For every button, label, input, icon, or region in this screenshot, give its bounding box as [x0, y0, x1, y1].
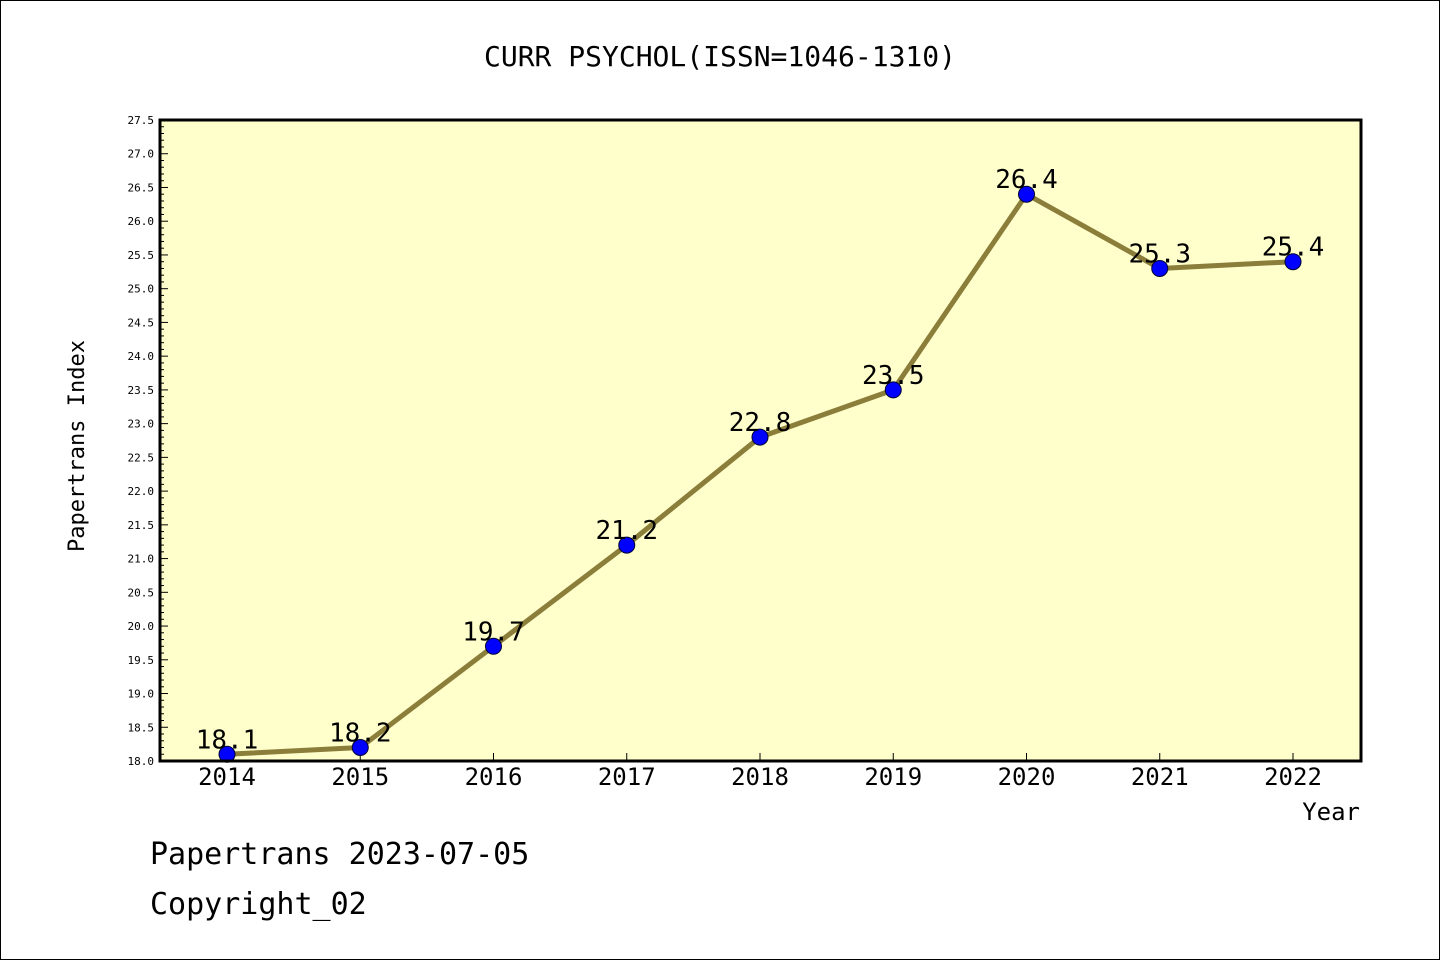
y-tick-label: 25.0 [128, 283, 155, 296]
y-tick-label: 22.0 [128, 485, 155, 498]
y-axis-label: Papertrans Index [65, 340, 90, 552]
x-tick-label: 2022 [1264, 763, 1322, 791]
data-point [618, 536, 636, 554]
plot-border [158, 118, 1363, 763]
y-tick-label: 23.5 [128, 384, 155, 397]
data-point [485, 637, 502, 655]
y-tick-label: 18.5 [128, 721, 155, 734]
data-labels: 18.1 18.2 19.7 21.2 22.8 23.5 26.4 25.3 25.4 [196, 165, 1325, 755]
x-tick-label: 2018 [731, 763, 789, 791]
y-tick-label: 24.5 [128, 316, 155, 329]
y-tick-label: 19.5 [128, 654, 155, 667]
y-tick-label: 23.0 [128, 418, 155, 431]
series-points [218, 185, 1302, 763]
data-label: 18.1 [196, 725, 259, 755]
data-point [1284, 253, 1302, 271]
footer-copyright: Copyright_02 [150, 887, 367, 922]
data-label: 23.5 [862, 361, 925, 391]
x-tick-label: 2020 [998, 763, 1056, 791]
data-point [351, 739, 369, 757]
chart-title: CURR PSYCHOL(ISSN=1046-1310) [484, 40, 956, 73]
data-label: 25.3 [1128, 239, 1191, 269]
x-tick-label: 2021 [1131, 763, 1189, 791]
data-point [1018, 185, 1035, 203]
footer-date: Papertrans 2023-07-05 [150, 837, 529, 872]
y-tick-label: 27.0 [128, 148, 155, 161]
data-label: 22.8 [729, 408, 792, 438]
y-tick-label: 27.5 [128, 114, 155, 127]
data-label: 18.2 [329, 719, 392, 749]
data-point [751, 428, 769, 446]
data-label: 21.2 [595, 516, 658, 546]
data-label: 19.7 [462, 617, 525, 647]
y-tick-label: 22.5 [128, 451, 155, 464]
y-tick-label: 25.5 [128, 249, 155, 262]
data-label: 26.4 [995, 165, 1058, 195]
x-tick-label: 2015 [331, 763, 389, 791]
x-axis-ticks: 2014 2015 2016 2017 2018 2019 2020 2021 2022 [198, 753, 1322, 791]
y-tick-label: 26.5 [128, 181, 155, 194]
y-tick-label: 20.0 [128, 620, 155, 633]
x-axis-label: Year [1302, 798, 1360, 826]
y-tick-label: 18.0 [128, 755, 155, 768]
y-tick-label: 19.0 [128, 688, 155, 701]
y-tick-label: 20.5 [128, 586, 155, 599]
y-tick-label: 21.0 [128, 553, 155, 566]
y-axis-ticks: 18.0 18.5 19.0 19.5 20.0 20.5 21.0 21.5 22.0 22.5… [128, 114, 168, 768]
y-tick-label: 21.5 [128, 519, 155, 532]
x-tick-label: 2017 [598, 763, 656, 791]
y-tick-label: 24.0 [128, 350, 155, 363]
data-point [884, 381, 902, 399]
x-tick-label: 2016 [465, 763, 523, 791]
data-point [1151, 259, 1169, 277]
x-tick-label: 2019 [864, 763, 922, 791]
x-tick-label: 2014 [198, 763, 256, 791]
data-label: 25.4 [1262, 233, 1325, 263]
y-tick-label: 26.0 [128, 215, 155, 228]
